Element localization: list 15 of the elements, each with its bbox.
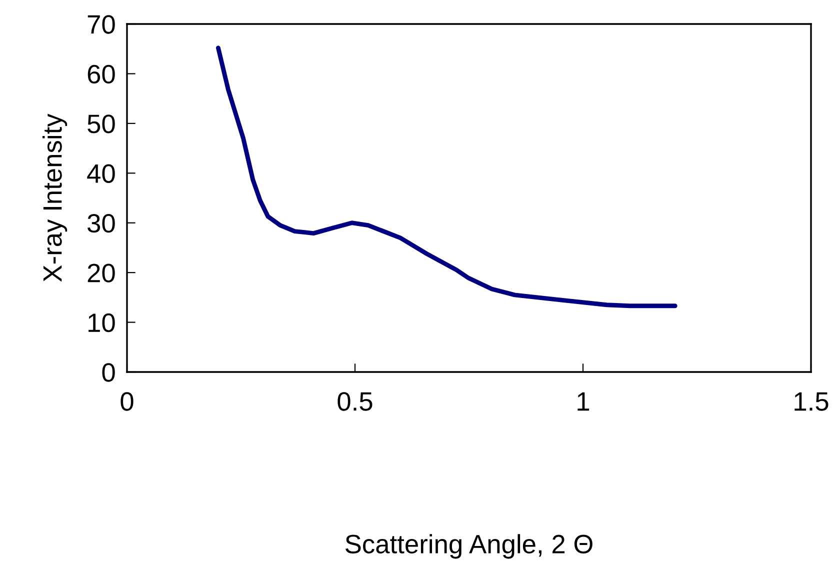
x-tick-label: 1.5 bbox=[794, 392, 828, 411]
y-axis-title: X-ray Intensity bbox=[42, 114, 68, 282]
y-tick-label: 0 bbox=[102, 363, 115, 382]
y-tick-label: 60 bbox=[88, 64, 115, 84]
y-tick-label: 70 bbox=[88, 15, 115, 34]
y-tick-label: 50 bbox=[88, 114, 115, 134]
y-tick-label: 30 bbox=[88, 214, 115, 233]
x-axis-title: Scattering Angle, 2 Θ bbox=[346, 534, 592, 559]
x-tick-label: 1 bbox=[578, 392, 590, 411]
x-tick-label: 0.5 bbox=[338, 392, 372, 411]
y-tick-label: 40 bbox=[87, 164, 115, 183]
line-series bbox=[216, 46, 678, 308]
y-tick-label: 10 bbox=[88, 313, 115, 332]
y-tick-label: 20 bbox=[88, 264, 115, 282]
x-tick-label: 0 bbox=[120, 392, 134, 411]
